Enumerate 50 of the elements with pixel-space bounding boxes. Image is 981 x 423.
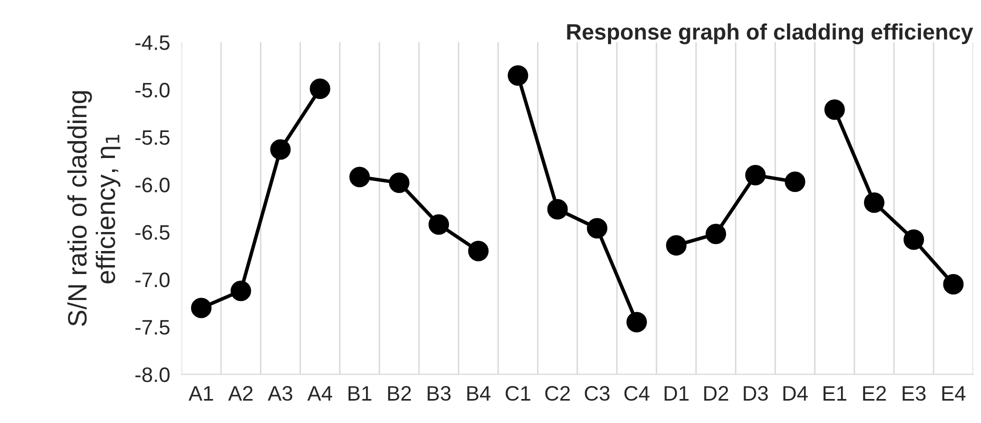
point — [310, 78, 330, 100]
point — [904, 229, 924, 250]
point — [230, 280, 252, 302]
y-tick-label: -6.5 — [135, 225, 170, 240]
point — [388, 172, 410, 193]
x-tick-label: E4 — [942, 386, 966, 401]
x-tick-label: B4 — [467, 386, 490, 401]
x-tick-label: E2 — [863, 386, 886, 401]
x-tick-label: C2 — [545, 386, 570, 401]
point — [547, 199, 568, 220]
point — [468, 240, 489, 262]
y-tick-label: -5.5 — [135, 130, 170, 145]
x-tick-label: D4 — [783, 386, 808, 401]
x-tick-label: D2 — [704, 386, 728, 401]
point — [784, 172, 806, 192]
point — [270, 139, 291, 160]
x-tick-label: A3 — [268, 386, 292, 401]
x-tick-label: B1 — [348, 386, 372, 401]
point — [508, 65, 528, 86]
y-tick-label: -4.5 — [135, 36, 170, 50]
y-tick-label: -7.0 — [135, 272, 170, 288]
y-tick-label: -5.0 — [135, 82, 170, 98]
point — [706, 224, 726, 244]
y-tick-label: -7.5 — [135, 320, 170, 335]
x-tick-label: E3 — [902, 386, 926, 401]
x-tick-label: A1 — [188, 386, 213, 401]
point — [824, 99, 845, 120]
x-tick-label: D3 — [744, 386, 768, 401]
point — [745, 164, 766, 186]
point — [349, 166, 370, 188]
point — [943, 274, 964, 294]
x-tick-label: C3 — [584, 386, 610, 401]
y-tick-label: -8.0 — [135, 367, 170, 382]
x-tick-label: A2 — [228, 386, 253, 401]
point — [666, 235, 687, 256]
point — [586, 218, 608, 238]
y-tick-label: -6.0 — [135, 178, 170, 192]
x-tick-label: C1 — [506, 386, 530, 401]
chart-title: Response graph of cladding efficiency — [567, 23, 974, 44]
x-tick-label: A4 — [307, 386, 332, 401]
point — [864, 192, 884, 213]
point — [428, 214, 450, 235]
x-tick-label: E1 — [824, 386, 846, 401]
point — [626, 312, 647, 332]
x-tick-label: B2 — [388, 386, 411, 401]
x-tick-label: D1 — [664, 386, 689, 401]
x-tick-label: B3 — [428, 386, 451, 401]
x-tick-label: C4 — [624, 386, 650, 401]
point — [191, 298, 212, 318]
y-axis-title: S/N ratio of cladding efficiency, η$_{1}$ — [67, 91, 120, 326]
